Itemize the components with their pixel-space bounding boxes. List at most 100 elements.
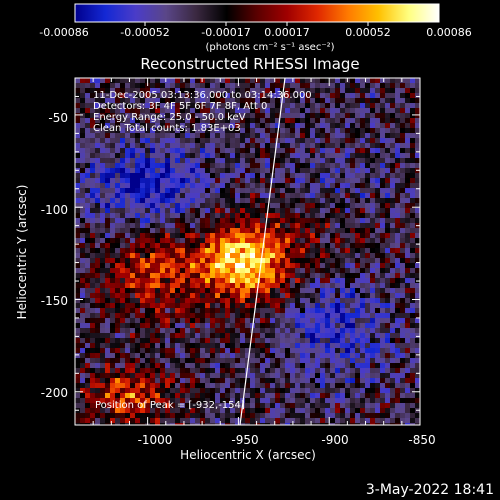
- map-pixel: [390, 343, 395, 348]
- map-pixel: [370, 293, 375, 298]
- map-pixel: [350, 168, 355, 173]
- map-pixel: [190, 323, 195, 328]
- map-pixel: [215, 98, 220, 103]
- map-pixel: [320, 348, 325, 353]
- map-pixel: [305, 103, 310, 108]
- map-pixel: [120, 113, 125, 118]
- map-pixel: [265, 373, 270, 378]
- map-pixel: [380, 308, 385, 313]
- map-pixel: [310, 393, 315, 398]
- map-pixel: [235, 303, 240, 308]
- map-pixel: [290, 408, 295, 413]
- map-pixel: [90, 398, 95, 403]
- map-pixel: [165, 238, 170, 243]
- map-pixel: [345, 248, 350, 253]
- map-pixel: [360, 393, 365, 398]
- map-pixel: [175, 148, 180, 153]
- map-pixel: [220, 163, 225, 168]
- map-pixel: [150, 158, 155, 163]
- map-pixel: [130, 173, 135, 178]
- map-pixel: [395, 203, 400, 208]
- map-pixel: [325, 403, 330, 408]
- map-pixel: [140, 228, 145, 233]
- map-pixel: [300, 233, 305, 238]
- map-pixel: [180, 203, 185, 208]
- map-pixel: [140, 283, 145, 288]
- map-pixel: [355, 228, 360, 233]
- map-pixel: [90, 283, 95, 288]
- map-pixel: [255, 108, 260, 113]
- map-pixel: [235, 218, 240, 223]
- map-pixel: [275, 183, 280, 188]
- map-pixel: [75, 368, 80, 373]
- map-pixel: [405, 368, 410, 373]
- map-pixel: [135, 108, 140, 113]
- map-pixel: [270, 118, 275, 123]
- map-pixel: [280, 178, 285, 183]
- map-pixel: [95, 83, 100, 88]
- map-pixel: [380, 328, 385, 333]
- map-pixel: [395, 413, 400, 418]
- map-pixel: [215, 328, 220, 333]
- map-pixel: [310, 118, 315, 123]
- map-pixel: [345, 418, 350, 423]
- map-pixel: [375, 323, 380, 328]
- map-pixel: [300, 273, 305, 278]
- map-pixel: [335, 333, 340, 338]
- map-pixel: [235, 138, 240, 143]
- map-pixel: [185, 103, 190, 108]
- map-pixel: [295, 348, 300, 353]
- map-pixel: [165, 423, 170, 425]
- map-pixel: [365, 153, 370, 158]
- map-pixel: [95, 153, 100, 158]
- map-pixel: [290, 143, 295, 148]
- map-pixel: [245, 303, 250, 308]
- map-pixel: [105, 228, 110, 233]
- map-pixel: [295, 303, 300, 308]
- map-pixel: [105, 233, 110, 238]
- map-pixel: [80, 93, 85, 98]
- map-pixel: [120, 303, 125, 308]
- map-pixel: [330, 173, 335, 178]
- map-pixel: [310, 93, 315, 98]
- map-pixel: [325, 393, 330, 398]
- map-pixel: [240, 328, 245, 333]
- map-pixel: [390, 148, 395, 153]
- map-pixel: [225, 138, 230, 143]
- map-pixel: [180, 148, 185, 153]
- map-pixel: [80, 123, 85, 128]
- map-pixel: [105, 153, 110, 158]
- map-pixel: [400, 363, 405, 368]
- map-pixel: [365, 393, 370, 398]
- map-pixel: [165, 178, 170, 183]
- map-pixel: [110, 173, 115, 178]
- map-pixel: [145, 113, 150, 118]
- map-pixel: [115, 168, 120, 173]
- map-pixel: [380, 173, 385, 178]
- map-pixel: [150, 173, 155, 178]
- map-pixel: [120, 93, 125, 98]
- map-pixel: [395, 373, 400, 378]
- map-pixel: [130, 158, 135, 163]
- map-pixel: [210, 313, 215, 318]
- map-pixel: [390, 118, 395, 123]
- map-pixel: [165, 413, 170, 418]
- map-pixel: [395, 128, 400, 133]
- map-pixel: [75, 378, 80, 383]
- map-pixel: [95, 293, 100, 298]
- map-pixel: [370, 348, 375, 353]
- map-pixel: [225, 303, 230, 308]
- map-pixel: [230, 403, 235, 408]
- map-pixel: [90, 143, 95, 148]
- map-pixel: [110, 383, 115, 388]
- map-pixel: [360, 88, 365, 93]
- map-pixel: [315, 93, 320, 98]
- map-pixel: [210, 208, 215, 213]
- map-pixel: [105, 383, 110, 388]
- map-pixel: [375, 418, 380, 423]
- map-pixel: [195, 163, 200, 168]
- map-pixel: [410, 398, 415, 403]
- map-pixel: [105, 333, 110, 338]
- map-pixel: [395, 278, 400, 283]
- map-pixel: [255, 398, 260, 403]
